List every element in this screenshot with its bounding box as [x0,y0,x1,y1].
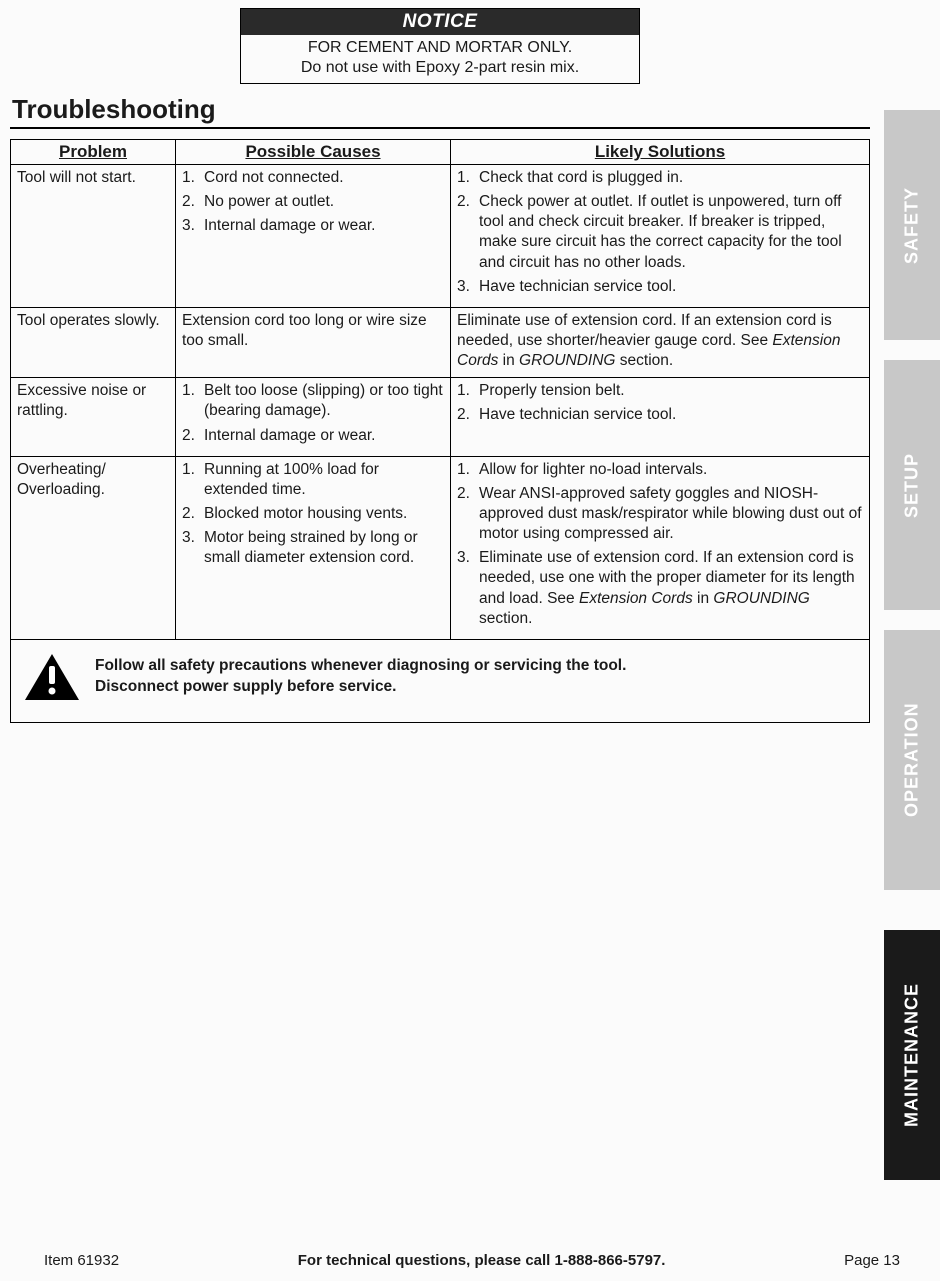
notice-body: FOR CEMENT AND MORTAR ONLY. Do not use w… [241,35,639,83]
page-footer: Item 61932 For technical questions, plea… [0,1252,940,1269]
table-row: Tool will not start.1.Cord not connected… [11,165,870,308]
cell-solutions: 1.Check that cord is plugged in.2.Check … [451,165,870,308]
footer-support: For technical questions, please call 1-8… [298,1252,666,1269]
notice-box: NOTICE FOR CEMENT AND MORTAR ONLY. Do no… [240,8,640,84]
cell-problem: Tool will not start. [11,165,176,308]
th-solutions: Likely Solutions [451,140,870,165]
notice-line2: Do not use with Epoxy 2-part resin mix. [301,59,579,76]
notice-line1: FOR CEMENT AND MORTAR ONLY. [308,39,572,56]
cell-causes: 1.Cord not connected.2.No power at outle… [176,165,451,308]
table-header-row: Problem Possible Causes Likely Solutions [11,140,870,165]
table-row: Excessive noise or rattling.1.Belt too l… [11,378,870,456]
th-causes: Possible Causes [176,140,451,165]
tab-setup: SETUP [884,360,940,610]
cell-solutions: 1.Properly tension belt.2.Have technicia… [451,378,870,456]
th-problem: Problem [11,140,176,165]
cell-causes: 1.Belt too loose (slipping) or too tight… [176,378,451,456]
warning-line1: Follow all safety precautions whenever d… [95,657,626,674]
warning-line2: Disconnect power supply before service. [95,678,397,695]
cell-problem: Overheating/ Overloading. [11,456,176,639]
section-title: Troubleshooting [12,94,870,125]
cell-solutions: Eliminate use of extension cord. If an e… [451,307,870,377]
table-row: Overheating/ Overloading.1.Running at 10… [11,456,870,639]
footer-page: Page 13 [844,1252,900,1269]
tab-maintenance: MAINTENANCE [884,930,940,1180]
notice-header: NOTICE [241,9,639,35]
warning-icon [25,654,79,700]
footer-item: Item 61932 [44,1252,119,1269]
cell-problem: Excessive noise or rattling. [11,378,176,456]
warning-text: Follow all safety precautions whenever d… [95,654,626,698]
cell-solutions: 1.Allow for lighter no-load intervals.2.… [451,456,870,639]
tab-operation: OPERATION [884,630,940,890]
cell-causes: Extension cord too long or wire size too… [176,307,451,377]
tab-safety: SAFETY [884,110,940,340]
table-row: Tool operates slowly.Extension cord too … [11,307,870,377]
warning-box: Follow all safety precautions whenever d… [10,640,870,723]
section-rule [10,127,870,129]
cell-causes: 1.Running at 100% load for extended time… [176,456,451,639]
troubleshooting-table: Problem Possible Causes Likely Solutions… [10,139,870,640]
cell-problem: Tool operates slowly. [11,307,176,377]
